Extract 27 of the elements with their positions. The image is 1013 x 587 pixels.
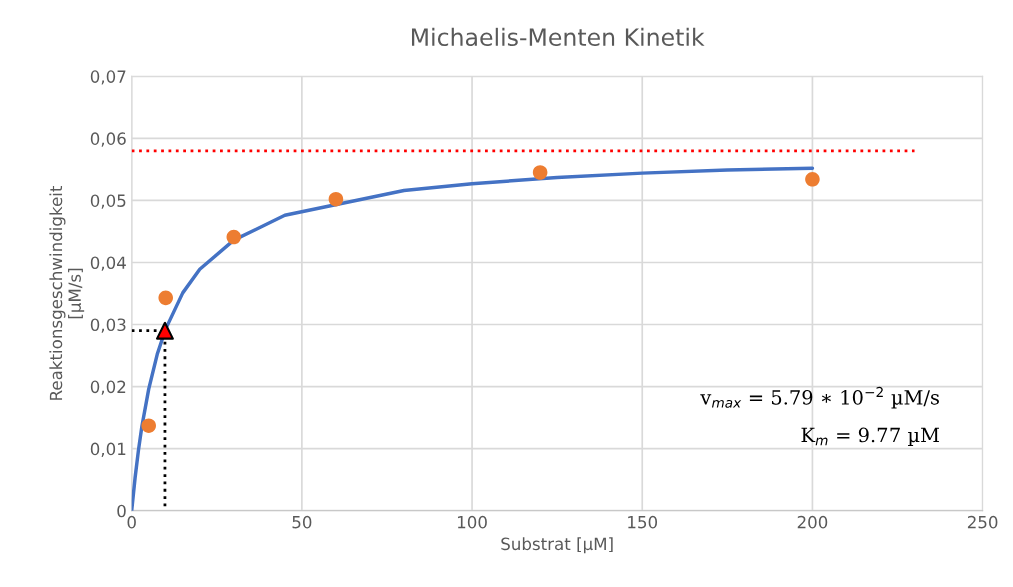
point [158,290,174,306]
line-series [131,166,815,511]
x-tick-label: 200 [797,515,828,529]
point [328,191,344,207]
x-axis-title: Substrat [µM] [501,537,613,554]
y-axis-title: Reaktionsgeschwindigkeit [µM/s] [49,185,85,400]
point [155,321,174,340]
x-tick-label: 100 [457,515,487,529]
y-tick-label: 0,07 [90,70,126,85]
point [226,229,242,245]
y-tick-label: 0,04 [90,256,126,271]
y-tick-label: 0,05 [90,194,126,209]
annotation: v$_{max}$ = 5.79 ∗ 10$^{−2}$ µM/s [700,386,939,409]
x-tick-label: 150 [628,515,658,529]
x-tick-label: 0 [127,515,136,529]
chart-title: Michaelis-Menten Kinetik [411,27,705,47]
y-tick-label: 0,01 [90,442,126,457]
y-tick-label: 0,03 [90,318,126,333]
y-tick-label: 0 [117,504,126,518]
y-tick-label: 0,02 [90,380,126,395]
x-tick-label: 250 [967,515,998,529]
annotation: K$_{m}$ = 9.77 µM [801,427,940,447]
point [532,165,548,180]
point [805,172,820,187]
x-tick-label: 50 [292,515,312,529]
y-tick-label: 0,06 [90,132,126,147]
point [141,418,156,433]
